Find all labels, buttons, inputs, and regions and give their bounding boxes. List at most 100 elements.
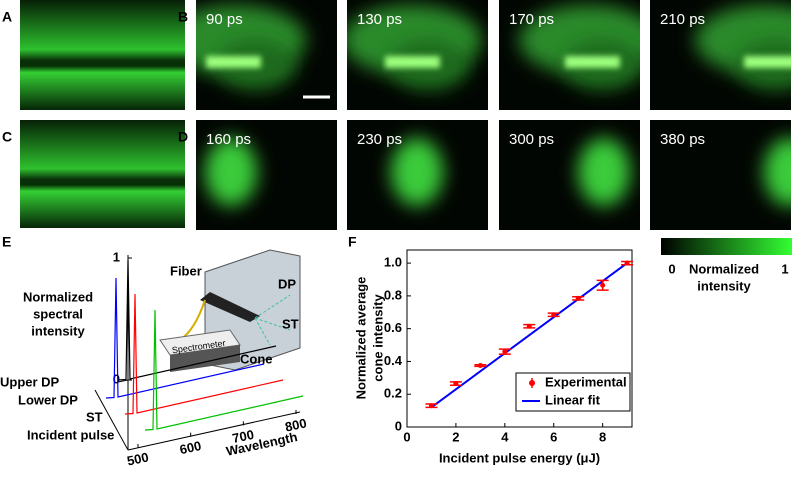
time-label: 380 ps [660,131,705,148]
panel-label: F [348,234,357,250]
legend-label: Linear fit [545,392,601,407]
z-tick-label: 0 [113,371,120,386]
x-tick-label: 800 [284,415,308,434]
bar [385,56,440,68]
colorbar-min: 0 [668,261,675,276]
x-tick-label: 6 [550,429,557,444]
x-tick-label: 700 [231,427,255,446]
series-label: Incident pulse [27,427,114,442]
y-tick-label: 0.8 [384,287,402,302]
legend-label: Experimental [545,374,627,389]
time-label: 90 ps [206,11,243,28]
image [347,0,488,110]
inset-label: Fiber [170,263,202,278]
point [428,403,434,409]
spectrometer-box [170,345,240,372]
blob [205,138,257,206]
point [600,282,606,288]
image-frame: 130 ps [347,0,488,110]
panel-label: B [178,9,188,25]
point [502,349,508,355]
blob [578,138,630,206]
image-a [20,0,185,110]
point [551,312,557,318]
x-tick-label: 500 [126,449,150,468]
z-label: intensity [31,323,85,338]
time-label: 160 ps [206,131,251,148]
z-label: spectral [33,306,83,321]
panel-label: A [2,9,12,25]
x-axis [127,411,301,451]
series-label: Upper DP [0,374,60,389]
z-tick-label: 1 [113,249,120,264]
depth-axis [94,389,129,451]
x-axis-label: Incident pulse energy (μJ) [439,450,600,465]
image [650,0,791,110]
time-label: 300 ps [509,131,554,148]
blob [391,138,443,206]
cone-rays [254,294,291,346]
time-label: 170 ps [509,11,554,28]
y-tick-label: 0.2 [384,386,402,401]
y-tick-label: 0 [395,418,402,433]
point [575,295,581,301]
fit-line [430,262,628,409]
image-frame: 300 ps [499,120,640,230]
point [624,260,630,266]
plot-frame [406,249,633,428]
point [477,363,483,369]
y-axis-label: Normalized average [353,277,368,400]
spectrum [105,277,265,399]
image [196,120,337,230]
legend [515,372,631,412]
x-tick-label: 600 [178,438,202,457]
time-label: 210 ps [660,11,705,28]
blob [764,138,791,206]
colorbar-max: 1 [781,261,788,276]
z-label: Normalized [23,289,93,304]
bar [744,56,791,68]
time-label: 230 ps [357,131,402,148]
series-label: ST [86,409,103,424]
spectrum [117,259,277,381]
inset-label: DP [278,276,296,291]
series-label: Lower DP [18,392,78,407]
colorbar-label: intensity [697,278,751,293]
image-frame: 210 ps [650,0,791,110]
image [347,120,488,230]
bar [206,56,261,68]
image-c [20,120,185,228]
depth-axis [117,379,129,383]
x-tick-label: 2 [452,429,459,444]
panel-label: C [2,129,12,145]
image-frame: 230 ps [347,120,488,230]
fiber [200,292,260,322]
y-tick-label: 1.0 [384,255,402,270]
y-axis-label: cone intensity [370,294,385,382]
x-tick-label: 4 [501,429,509,444]
y-tick-label: 0.6 [384,320,402,335]
inset-label: Cone [240,351,273,366]
x-tick-label: 8 [599,429,606,444]
panel-label: E [2,234,11,250]
image-frame: 90 ps [196,0,337,110]
image-frame: 160 ps [196,120,337,230]
image [499,0,640,110]
spectrum [144,309,304,431]
image [650,120,791,230]
image [499,120,640,230]
colorbar-label: Normalized [689,261,759,276]
image-frame: 170 ps [499,0,640,110]
point [526,323,532,329]
colorbar [661,238,792,255]
spectrum [124,293,284,415]
point [453,381,459,387]
image-frame: 380 ps [650,120,791,230]
image [196,0,337,110]
inset-label: ST [282,316,299,331]
y-tick-label: 0.4 [384,353,403,368]
bar [565,56,620,68]
panel-label: D [178,129,188,145]
x-tick-label: 0 [403,429,410,444]
